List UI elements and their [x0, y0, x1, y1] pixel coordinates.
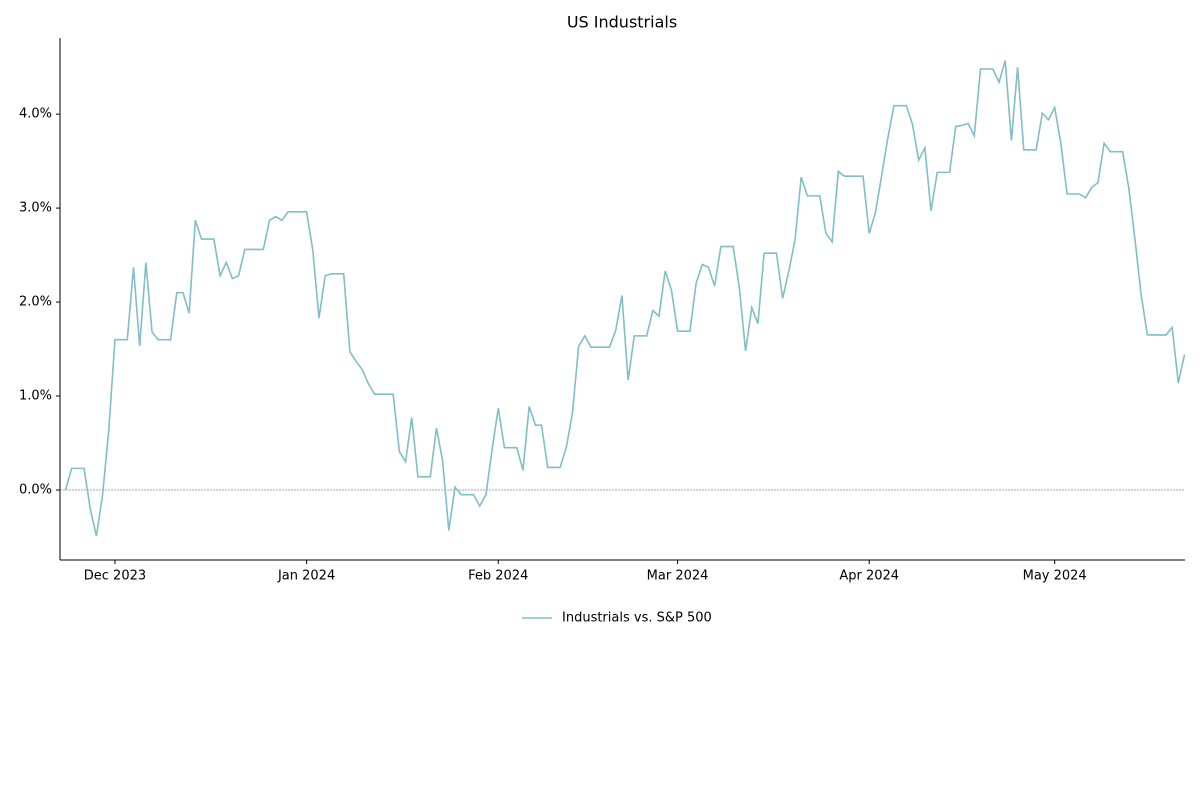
y-tick-label: 4.0%	[19, 107, 52, 122]
y-tick-label: 2.0%	[19, 295, 52, 310]
y-tick-label: 3.0%	[19, 201, 52, 216]
x-tick-label: Feb 2024	[468, 569, 528, 584]
x-tick-label: Apr 2024	[839, 569, 899, 584]
legend-label: Industrials vs. S&P 500	[562, 611, 712, 626]
x-tick-label: Dec 2023	[84, 569, 146, 584]
y-tick-label: 0.0%	[19, 482, 52, 497]
series-line	[64, 60, 1186, 537]
x-tick-label: Mar 2024	[647, 569, 709, 584]
x-tick-label: Jan 2024	[277, 569, 335, 584]
x-tick-label: May 2024	[1023, 569, 1087, 584]
y-tick-label: 1.0%	[19, 389, 52, 404]
chart-title: US Industrials	[567, 13, 677, 32]
